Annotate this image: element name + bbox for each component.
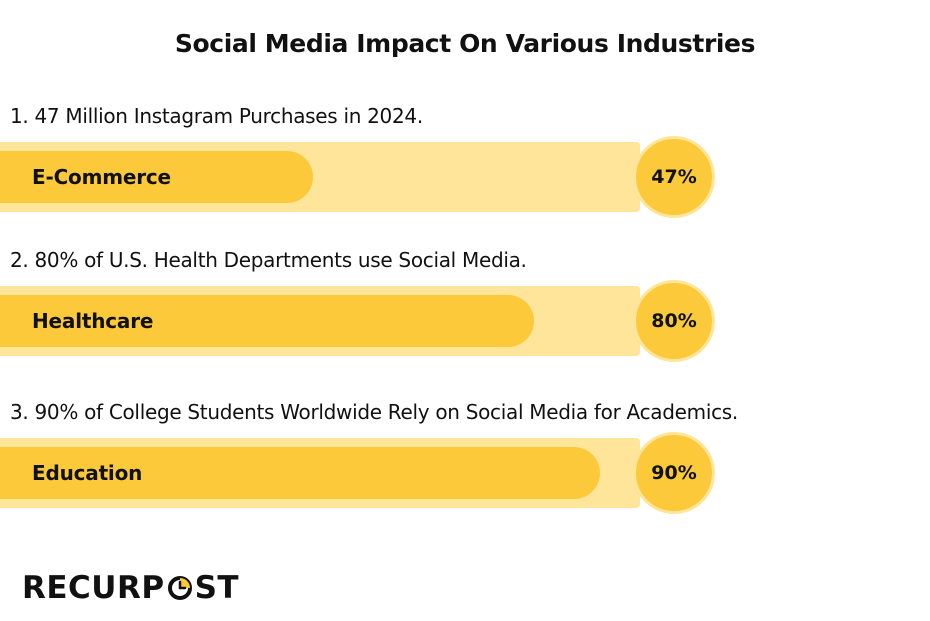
stat-text-3: 90% of College Students Worldwide Rely o… xyxy=(34,400,738,424)
bar-label-healthcare: Healthcare xyxy=(32,309,154,333)
chart-title: Social Media Impact On Various Industrie… xyxy=(174,29,756,58)
stat-text-2: 80% of U.S. Health Departments use Socia… xyxy=(34,248,527,272)
stat-line-1: 1. 47 Million Instagram Purchases in 2024… xyxy=(10,104,423,128)
stat-number-1: 1. xyxy=(10,104,29,128)
bar-education xyxy=(0,447,600,499)
stat-number-2: 2. xyxy=(10,248,29,272)
bar-track-education: Education xyxy=(0,438,640,508)
bar-track-healthcare: Healthcare xyxy=(0,286,640,356)
bar-track-ecommerce: E-Commerce xyxy=(0,142,640,212)
stat-line-3: 3. 90% of College Students Worldwide Rely… xyxy=(10,400,738,424)
value-badge-ecommerce: 47% xyxy=(633,136,715,218)
clock-o-icon xyxy=(167,576,192,600)
logo-text-end: ST xyxy=(194,570,240,606)
bar-label-ecommerce: E-Commerce xyxy=(32,165,171,189)
stat-text-1: 47 Million Instagram Purchases in 2024. xyxy=(34,104,423,128)
value-badge-healthcare: 80% xyxy=(633,280,715,362)
stat-line-2: 2. 80% of U.S. Health Departments use Soc… xyxy=(10,248,527,272)
stat-number-3: 3. xyxy=(10,400,29,424)
bar-healthcare xyxy=(0,295,534,347)
recurpost-logo: RECURP ST xyxy=(22,568,239,608)
value-badge-education: 90% xyxy=(633,432,715,514)
bar-ecommerce xyxy=(0,151,313,203)
logo-text-start: RECURP xyxy=(22,570,165,606)
bar-label-education: Education xyxy=(32,461,143,485)
